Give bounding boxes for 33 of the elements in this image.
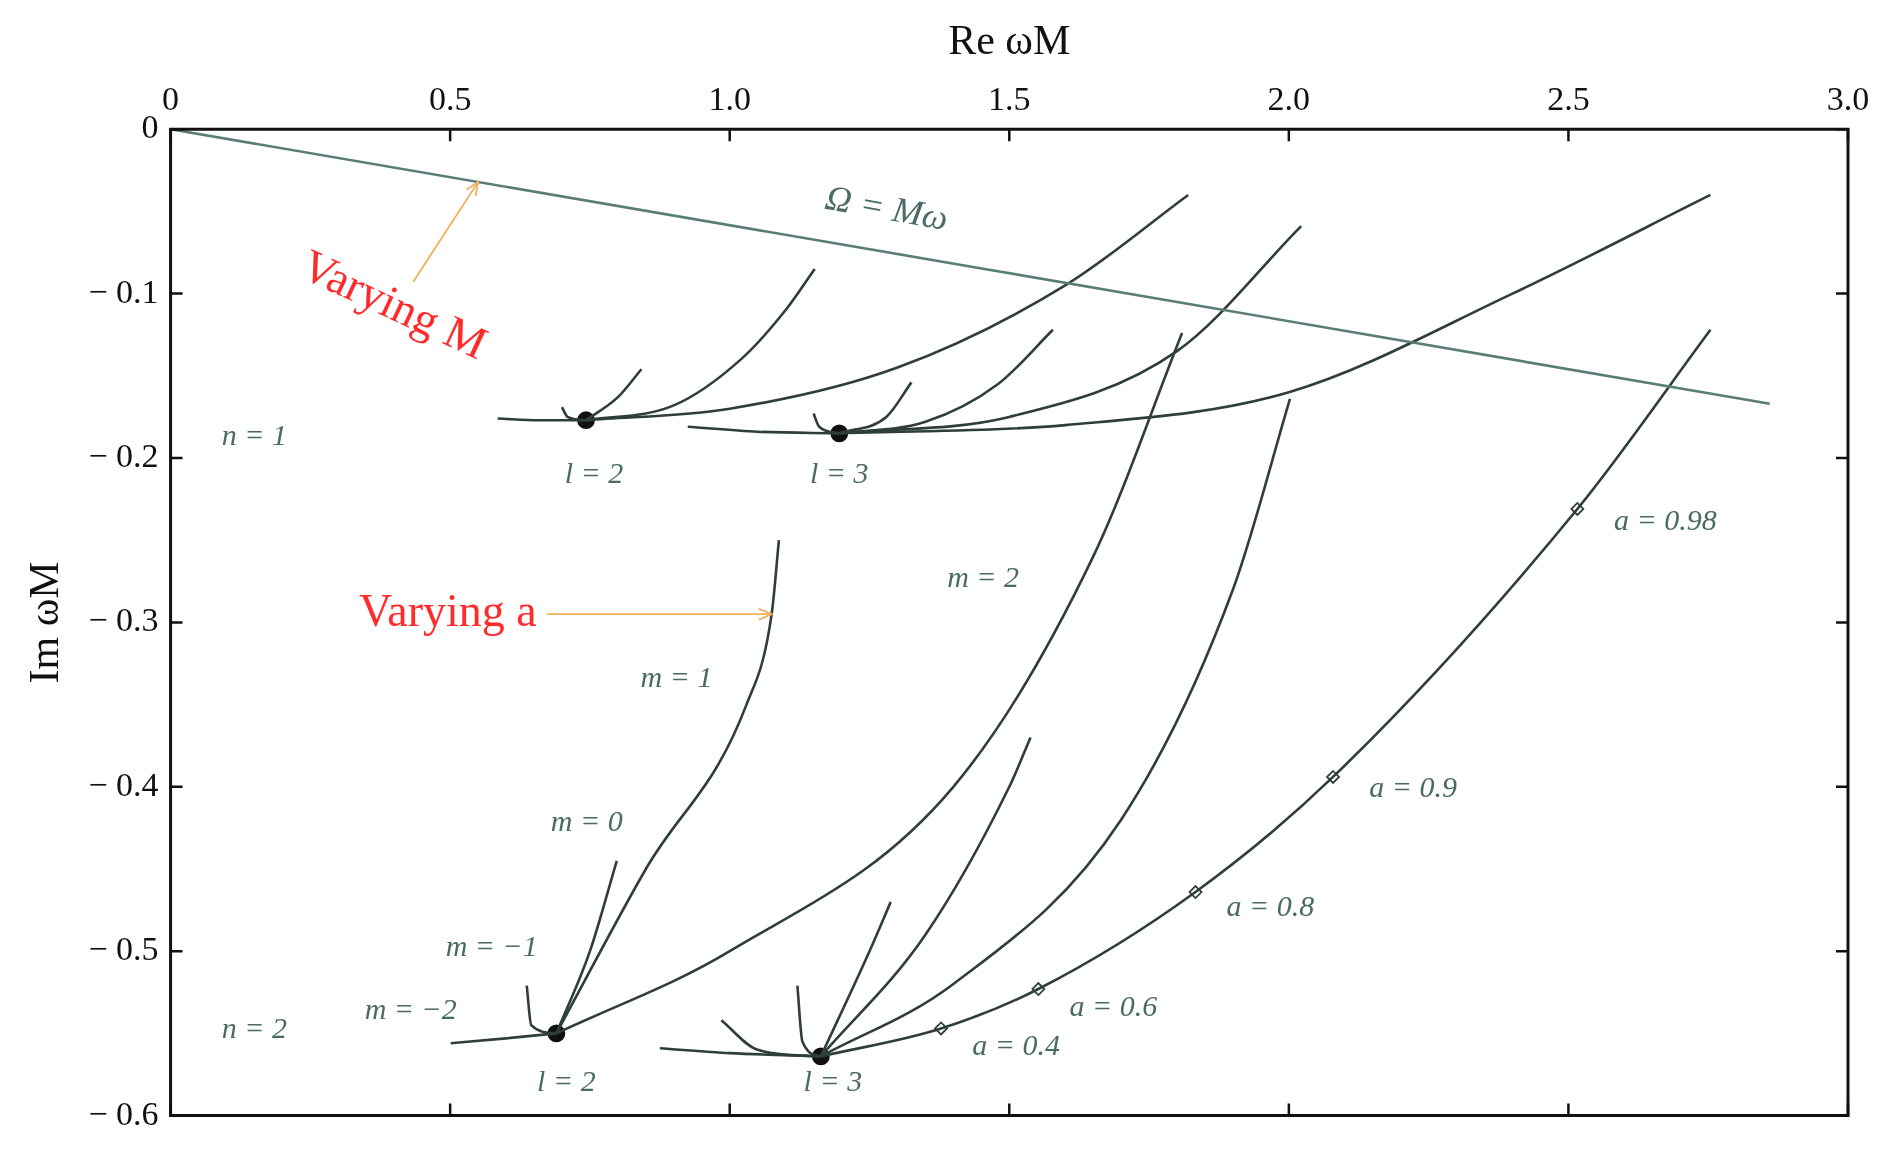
annotation: n = 2 [221,1010,288,1044]
y-tick-label: − 0.5 [88,930,159,968]
annotation: a = 0.4 [972,1028,1060,1062]
x-tick-label: 1.5 [988,79,1031,117]
annotation: l = 2 [564,456,624,490]
annotation: m = 2 [947,559,1020,593]
x-tick-label: 3.0 [1826,79,1870,117]
annotation: l = 2 [537,1064,596,1098]
y-axis-title: Im ωM [21,561,68,684]
y-tick-label: − 0.3 [88,601,159,639]
annotation: a = 0.98 [1614,502,1717,536]
x-tick-label: 1.0 [708,79,751,117]
annotation: m = −1 [445,928,538,962]
x-tick-label: 0.5 [428,79,472,117]
annotation: m = 1 [640,660,713,694]
annotation: m = 0 [550,803,623,837]
annotation: l = 3 [803,1064,863,1098]
x-tick-label: 2.5 [1547,79,1590,117]
annotation: m = −2 [364,992,457,1026]
y-tick-label: − 0.6 [88,1094,159,1132]
annotation: a = 0.6 [1069,988,1158,1022]
annotation: a = 0.8 [1226,888,1315,922]
annotation: Ω = Mω [822,177,952,238]
x-tick-label: 2.0 [1267,79,1311,117]
x-axis-title: Re ωM [948,17,1071,64]
y-tick-label: − 0.2 [88,436,159,474]
y-tick-label: 0 [141,108,159,146]
annotation: Varying a [359,585,537,637]
y-tick-label: − 0.4 [88,765,159,803]
annotation: l = 3 [810,456,869,490]
annotation: n = 1 [221,417,288,451]
y-tick-label: − 0.1 [88,272,159,310]
annotation: a = 0.9 [1369,769,1457,803]
